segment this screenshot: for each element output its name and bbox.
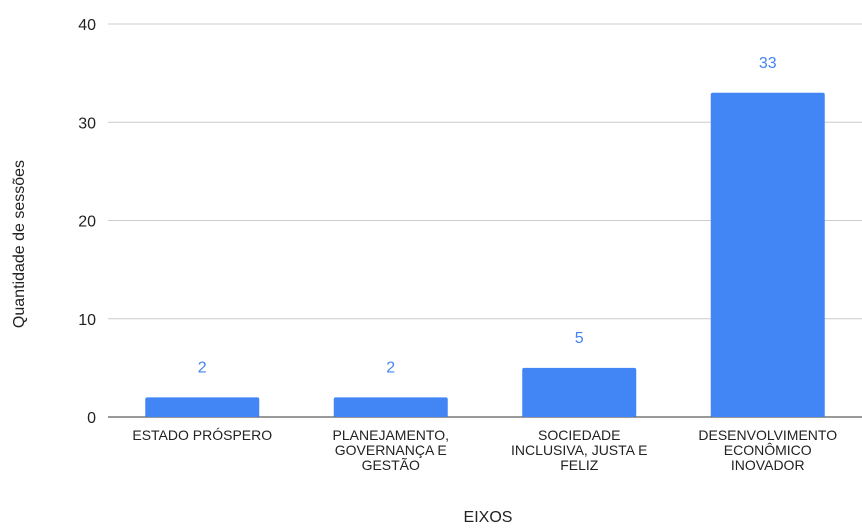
y-tick-label: 30 bbox=[78, 115, 96, 132]
bar bbox=[522, 367, 637, 417]
data-label: 2 bbox=[198, 359, 207, 376]
x-tick-label: DESENVOLVIMENTO ECONÔMICO INOVADOR bbox=[698, 427, 837, 473]
data-label: 33 bbox=[759, 55, 777, 72]
bar bbox=[145, 397, 260, 417]
y-axis-ticks: 0 10 20 30 40 bbox=[78, 17, 96, 427]
x-axis-title: EIXOS bbox=[464, 509, 513, 524]
x-tick-label: SOCIEDADE INCLUSIVA, JUSTA E FELIZ bbox=[511, 427, 647, 473]
bar bbox=[333, 397, 448, 417]
x-axis-ticks: ESTADO PRÓSPERO PLANEJAMENTO, GOVERNANÇA E… bbox=[132, 427, 837, 473]
y-tick-label: 40 bbox=[78, 17, 96, 34]
data-label: 5 bbox=[575, 330, 584, 347]
y-tick-label: 20 bbox=[78, 214, 96, 231]
x-tick-label: ESTADO PRÓSPERO bbox=[132, 427, 272, 443]
data-label: 2 bbox=[386, 359, 395, 376]
data-labels: 2 2 5 33 bbox=[198, 55, 777, 377]
y-tick-label: 0 bbox=[87, 410, 96, 427]
y-tick-label: 10 bbox=[78, 312, 96, 329]
x-tick-label: PLANEJAMENTO, GOVERNANÇA E GESTÃO bbox=[333, 427, 449, 473]
bar bbox=[710, 92, 825, 418]
bars bbox=[145, 92, 825, 418]
y-axis-title: Quantidade de sessões bbox=[11, 160, 28, 328]
